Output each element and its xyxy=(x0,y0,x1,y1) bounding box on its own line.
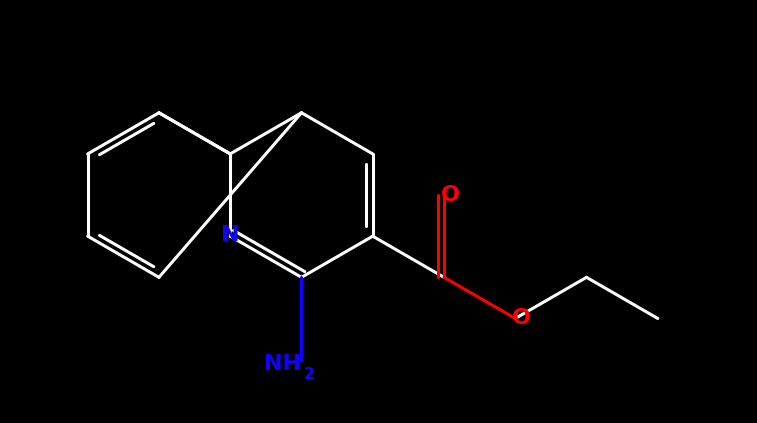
Text: N: N xyxy=(221,225,239,244)
Text: O: O xyxy=(512,308,531,329)
Text: O: O xyxy=(441,185,460,205)
Text: 2: 2 xyxy=(304,367,315,382)
Text: NH: NH xyxy=(264,354,301,374)
